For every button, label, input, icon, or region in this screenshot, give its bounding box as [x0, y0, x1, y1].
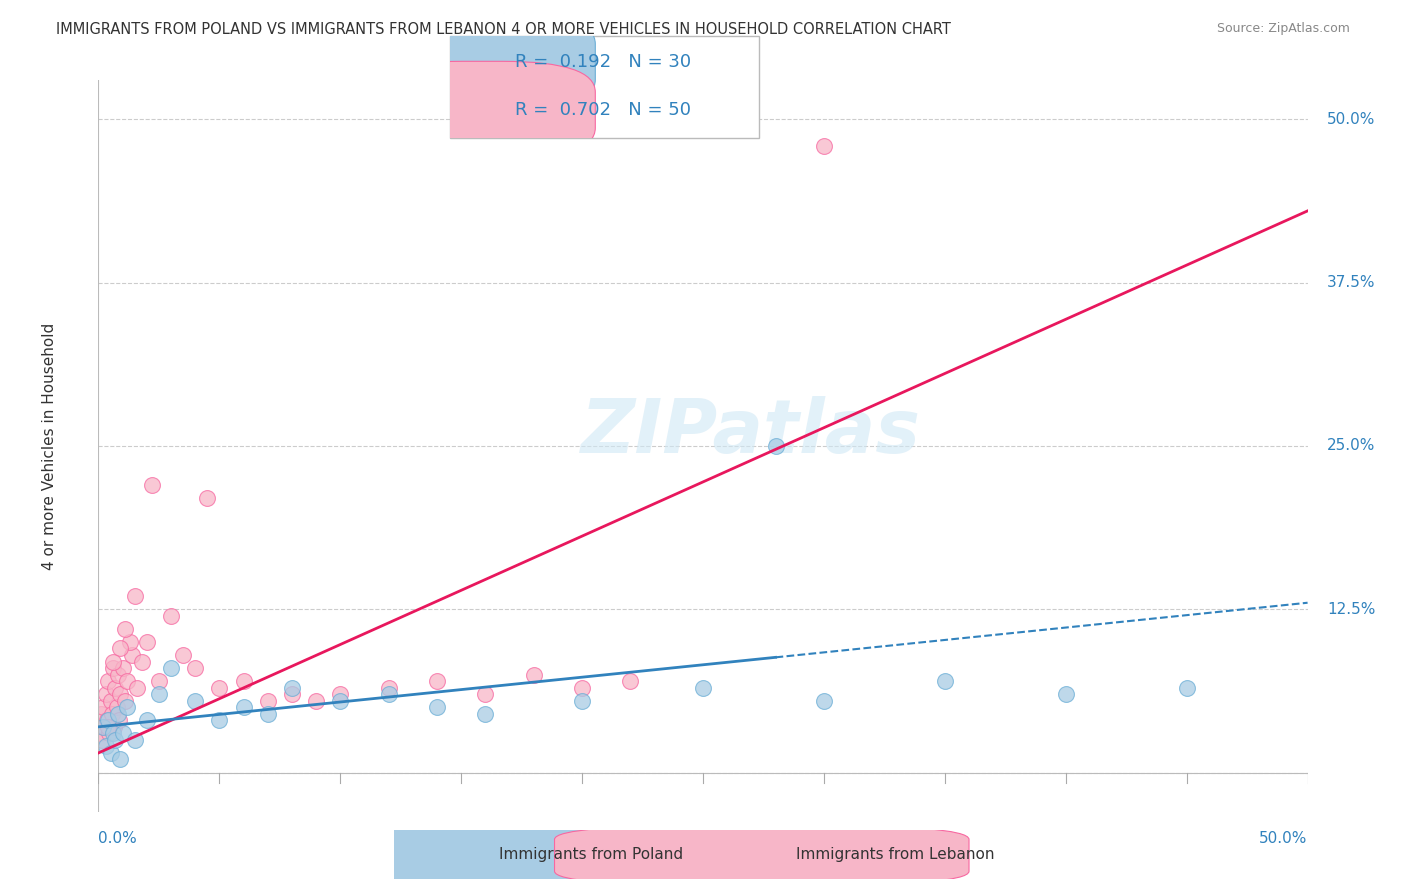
- Point: [619, 674, 641, 689]
- Text: Immigrants from Poland: Immigrants from Poland: [499, 847, 683, 862]
- Point: [426, 700, 449, 714]
- Point: [1054, 687, 1077, 701]
- Point: [100, 706, 122, 721]
- Point: [104, 732, 127, 747]
- FancyBboxPatch shape: [554, 824, 969, 886]
- Point: [127, 681, 149, 695]
- Point: [523, 667, 546, 681]
- Point: [141, 478, 163, 492]
- Point: [148, 674, 170, 689]
- Text: IMMIGRANTS FROM POLAND VS IMMIGRANTS FROM LEBANON 4 OR MORE VEHICLES IN HOUSEHOL: IMMIGRANTS FROM POLAND VS IMMIGRANTS FRO…: [56, 22, 950, 37]
- Point: [281, 687, 304, 701]
- Point: [93, 720, 115, 734]
- Point: [426, 674, 449, 689]
- Point: [131, 655, 153, 669]
- Point: [105, 700, 128, 714]
- Text: 50.0%: 50.0%: [1260, 831, 1308, 847]
- Point: [108, 752, 131, 766]
- Point: [117, 700, 139, 714]
- Point: [571, 681, 593, 695]
- Point: [281, 681, 304, 695]
- Point: [813, 138, 835, 153]
- Point: [101, 661, 124, 675]
- Point: [101, 726, 124, 740]
- Point: [89, 726, 111, 740]
- Point: [124, 732, 146, 747]
- Point: [160, 661, 183, 675]
- Point: [135, 635, 157, 649]
- Text: 50.0%: 50.0%: [1327, 112, 1375, 127]
- Point: [377, 681, 399, 695]
- Text: 0.0%: 0.0%: [98, 831, 138, 847]
- Point: [208, 681, 231, 695]
- Text: 12.5%: 12.5%: [1327, 602, 1375, 616]
- FancyBboxPatch shape: [450, 36, 759, 138]
- Point: [97, 714, 120, 728]
- Point: [97, 720, 120, 734]
- Point: [94, 687, 117, 701]
- Point: [107, 667, 129, 681]
- Point: [100, 746, 122, 760]
- Point: [108, 641, 131, 656]
- FancyBboxPatch shape: [370, 62, 595, 159]
- Point: [329, 687, 352, 701]
- Point: [172, 648, 194, 662]
- Point: [104, 681, 127, 695]
- Point: [108, 714, 131, 728]
- Point: [377, 687, 399, 701]
- Point: [571, 694, 593, 708]
- Point: [96, 714, 118, 728]
- Point: [934, 674, 956, 689]
- Point: [108, 687, 131, 701]
- Point: [1175, 681, 1198, 695]
- Text: R =  0.192   N = 30: R = 0.192 N = 30: [515, 53, 690, 70]
- Point: [474, 706, 496, 721]
- Point: [103, 720, 125, 734]
- Point: [232, 700, 254, 714]
- Point: [474, 687, 496, 701]
- Point: [100, 694, 122, 708]
- Point: [98, 726, 121, 740]
- Text: R =  0.702   N = 50: R = 0.702 N = 50: [515, 101, 690, 119]
- FancyBboxPatch shape: [370, 13, 595, 111]
- Point: [94, 739, 117, 754]
- Point: [90, 706, 112, 721]
- Point: [101, 655, 124, 669]
- Point: [121, 648, 143, 662]
- Point: [692, 681, 714, 695]
- Point: [208, 714, 231, 728]
- Point: [114, 622, 136, 636]
- Point: [256, 694, 278, 708]
- Text: Immigrants from Lebanon: Immigrants from Lebanon: [796, 847, 994, 862]
- Point: [305, 694, 328, 708]
- Point: [148, 687, 170, 701]
- Point: [256, 706, 278, 721]
- Point: [107, 706, 129, 721]
- Point: [91, 732, 114, 747]
- Point: [91, 720, 114, 734]
- FancyBboxPatch shape: [257, 824, 672, 886]
- Point: [195, 491, 218, 506]
- Text: 25.0%: 25.0%: [1327, 439, 1375, 453]
- Text: 4 or more Vehicles in Household: 4 or more Vehicles in Household: [42, 322, 56, 570]
- Point: [111, 726, 134, 740]
- Point: [813, 694, 835, 708]
- Point: [118, 635, 141, 649]
- Text: ZIPatlas: ZIPatlas: [581, 396, 921, 469]
- Point: [184, 661, 207, 675]
- Point: [329, 694, 352, 708]
- Point: [135, 714, 157, 728]
- Point: [91, 700, 114, 714]
- Point: [117, 674, 139, 689]
- Point: [160, 608, 183, 623]
- Point: [765, 439, 787, 453]
- Text: 37.5%: 37.5%: [1327, 276, 1375, 290]
- Point: [184, 694, 207, 708]
- Text: Source: ZipAtlas.com: Source: ZipAtlas.com: [1216, 22, 1350, 36]
- Point: [232, 674, 254, 689]
- Point: [114, 694, 136, 708]
- Point: [97, 674, 120, 689]
- Point: [111, 661, 134, 675]
- Point: [124, 589, 146, 603]
